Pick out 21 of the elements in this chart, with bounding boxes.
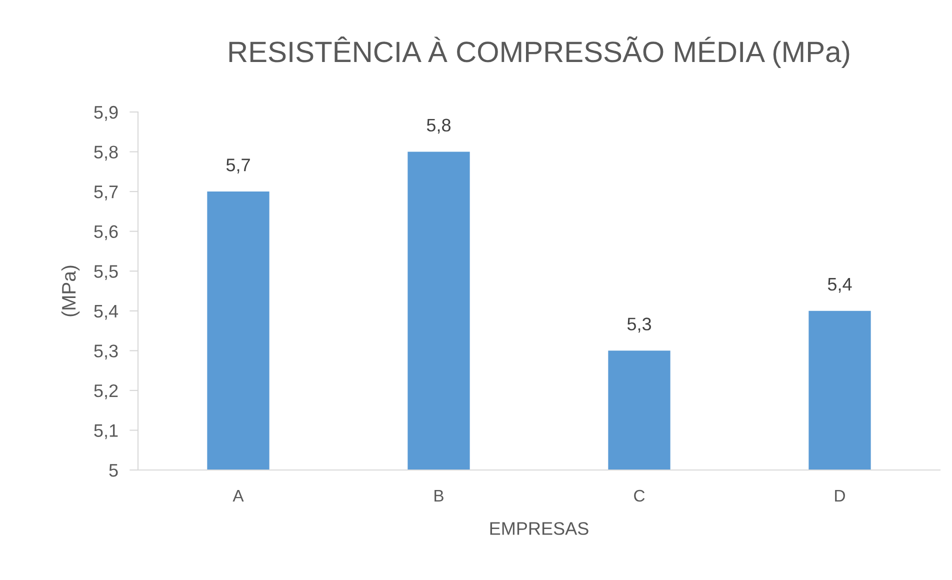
x-tick-label: C xyxy=(634,490,645,502)
y-tick-label: 5,9 xyxy=(94,106,118,121)
chart-title: RESISTÊNCIA À COMPRESSÃO MÉDIA (MPa) xyxy=(229,36,850,68)
y-tick-label: 5,1 xyxy=(94,424,118,440)
y-tick-label: 5,8 xyxy=(94,146,118,161)
data-label: 5,7 xyxy=(226,158,250,174)
x-axis-title: EMPRESAS xyxy=(490,522,588,535)
y-axis-title: (MPa) xyxy=(61,266,80,316)
data-label: 5,3 xyxy=(627,318,652,333)
y-tick-label: 5,7 xyxy=(94,186,118,200)
y-tick-label: 5,6 xyxy=(94,225,118,240)
y-tick-label: 5,3 xyxy=(94,344,118,360)
x-tick-label: B xyxy=(434,490,444,502)
y-tick-label: 5,4 xyxy=(94,305,118,320)
x-tick-label: D xyxy=(835,490,845,502)
data-label: 5,8 xyxy=(426,118,451,134)
y-tick-label: 5,5 xyxy=(94,265,118,280)
data-label: 5,4 xyxy=(828,278,852,293)
y-tick-label: 5 xyxy=(109,464,118,477)
y-tick-label: 5,2 xyxy=(94,384,118,400)
x-tick-label: A xyxy=(232,490,244,502)
